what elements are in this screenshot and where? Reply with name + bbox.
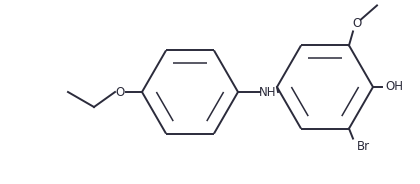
Text: O: O (352, 17, 362, 30)
Text: OH: OH (385, 81, 403, 93)
Text: Br: Br (357, 140, 370, 153)
Text: NH: NH (259, 86, 277, 98)
Text: O: O (116, 86, 125, 98)
